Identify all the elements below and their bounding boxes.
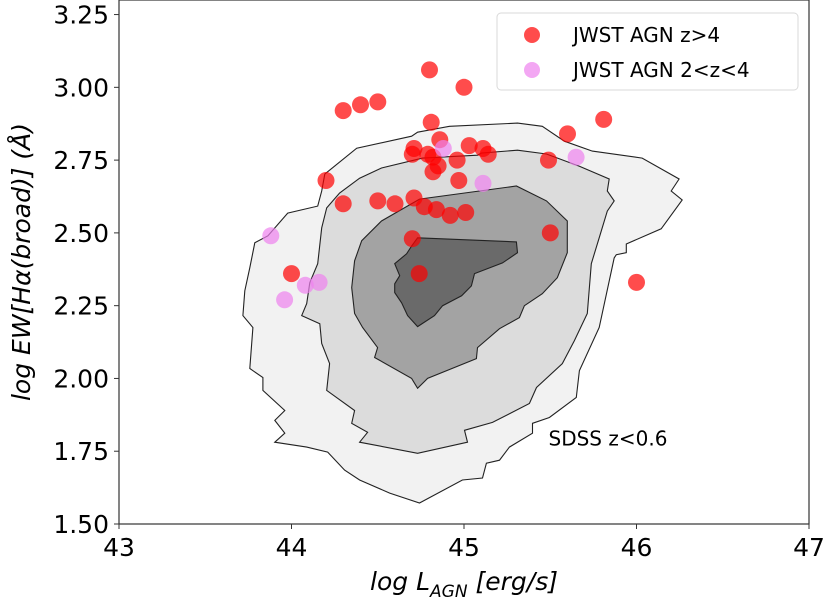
point-jwst-z-2-4 [296,276,314,294]
point-jwst-z-gt-4 [317,172,335,189]
x-axis-label-suffix: [erg/s] [468,567,558,596]
point-jwst-z-gt-4 [455,78,473,96]
point-jwst-z-gt-4 [450,172,468,189]
x-tick-label: 45 [448,533,480,562]
y-tick-label: 1.50 [53,510,109,539]
point-jwst-z-gt-4 [540,151,557,169]
x-axis: 43 44 45 46 47 [103,524,825,562]
point-jwst-z-gt-4 [410,265,428,283]
legend-marker-z-gt-4 [524,27,540,43]
x-axis-label-subscript: AGN [429,582,468,600]
point-jwst-z-gt-4 [424,163,442,181]
point-jwst-z-2-4 [310,273,328,291]
point-jwst-z-gt-4 [283,265,300,283]
y-tick-label: 2.25 [53,292,109,321]
x-tick-label: 47 [793,533,825,562]
legend-label-z-gt-4: JWST AGN z>4 [571,23,720,47]
point-jwst-z-gt-4 [595,110,613,128]
point-jwst-z-gt-4 [427,201,445,219]
point-jwst-z-gt-4 [460,137,478,155]
legend-label-z-2-4: JWST AGN 2<z<4 [571,58,750,82]
point-jwst-z-gt-4 [421,61,438,79]
legend-marker-z-2-4 [524,62,540,78]
x-tick-label: 43 [103,533,135,562]
y-axis-label: log EW[Hα(broad)] (Å) [7,123,36,401]
point-jwst-z-gt-4 [352,96,369,114]
y-tick-label: 3.00 [53,73,109,102]
point-jwst-z-gt-4 [386,195,404,213]
point-jwst-z-gt-4 [334,195,352,213]
x-axis-label: log LAGN [erg/s] [370,567,558,600]
point-jwst-z-gt-4 [457,204,475,221]
y-tick-label: 2.50 [53,219,109,248]
point-jwst-z-gt-4 [403,145,421,163]
contour-level-4 [394,237,519,328]
point-jwst-z-gt-4 [441,206,459,224]
y-tick-label: 2.00 [53,364,109,393]
annotation-sdss: SDSS z<0.6 [549,426,668,450]
point-jwst-z-gt-4 [369,192,387,210]
y-tick-label: 2.75 [53,146,109,175]
point-jwst-z-gt-4 [541,224,559,242]
point-jwst-z-2-4 [276,291,294,309]
point-jwst-z-2-4 [567,148,585,166]
point-jwst-z-gt-4 [403,230,421,248]
y-tick-label: 1.75 [53,437,109,466]
point-jwst-z-gt-4 [334,102,352,120]
x-axis-label-prefix: log L [370,567,430,596]
point-jwst-z-gt-4 [422,113,440,131]
y-tick-label: 3.25 [53,1,109,30]
point-jwst-z-2-4 [434,140,452,157]
x-tick-label: 46 [621,533,653,562]
legend-box [496,12,799,91]
point-jwst-z-2-4 [474,174,492,192]
point-jwst-z-gt-4 [559,125,576,143]
point-jwst-z-gt-4 [628,273,645,291]
x-tick-label: 44 [276,533,308,562]
point-jwst-z-2-4 [262,227,280,245]
y-axis: 1.50 1.75 2.00 2.25 2.50 2.75 3.00 3.25 [53,1,119,539]
scatter-layer [262,61,645,309]
point-jwst-z-gt-4 [448,151,466,169]
point-jwst-z-gt-4 [369,93,387,111]
point-jwst-z-gt-4 [479,145,497,163]
legend: JWST AGN z>4 JWST AGN 2<z<4 [496,12,799,91]
